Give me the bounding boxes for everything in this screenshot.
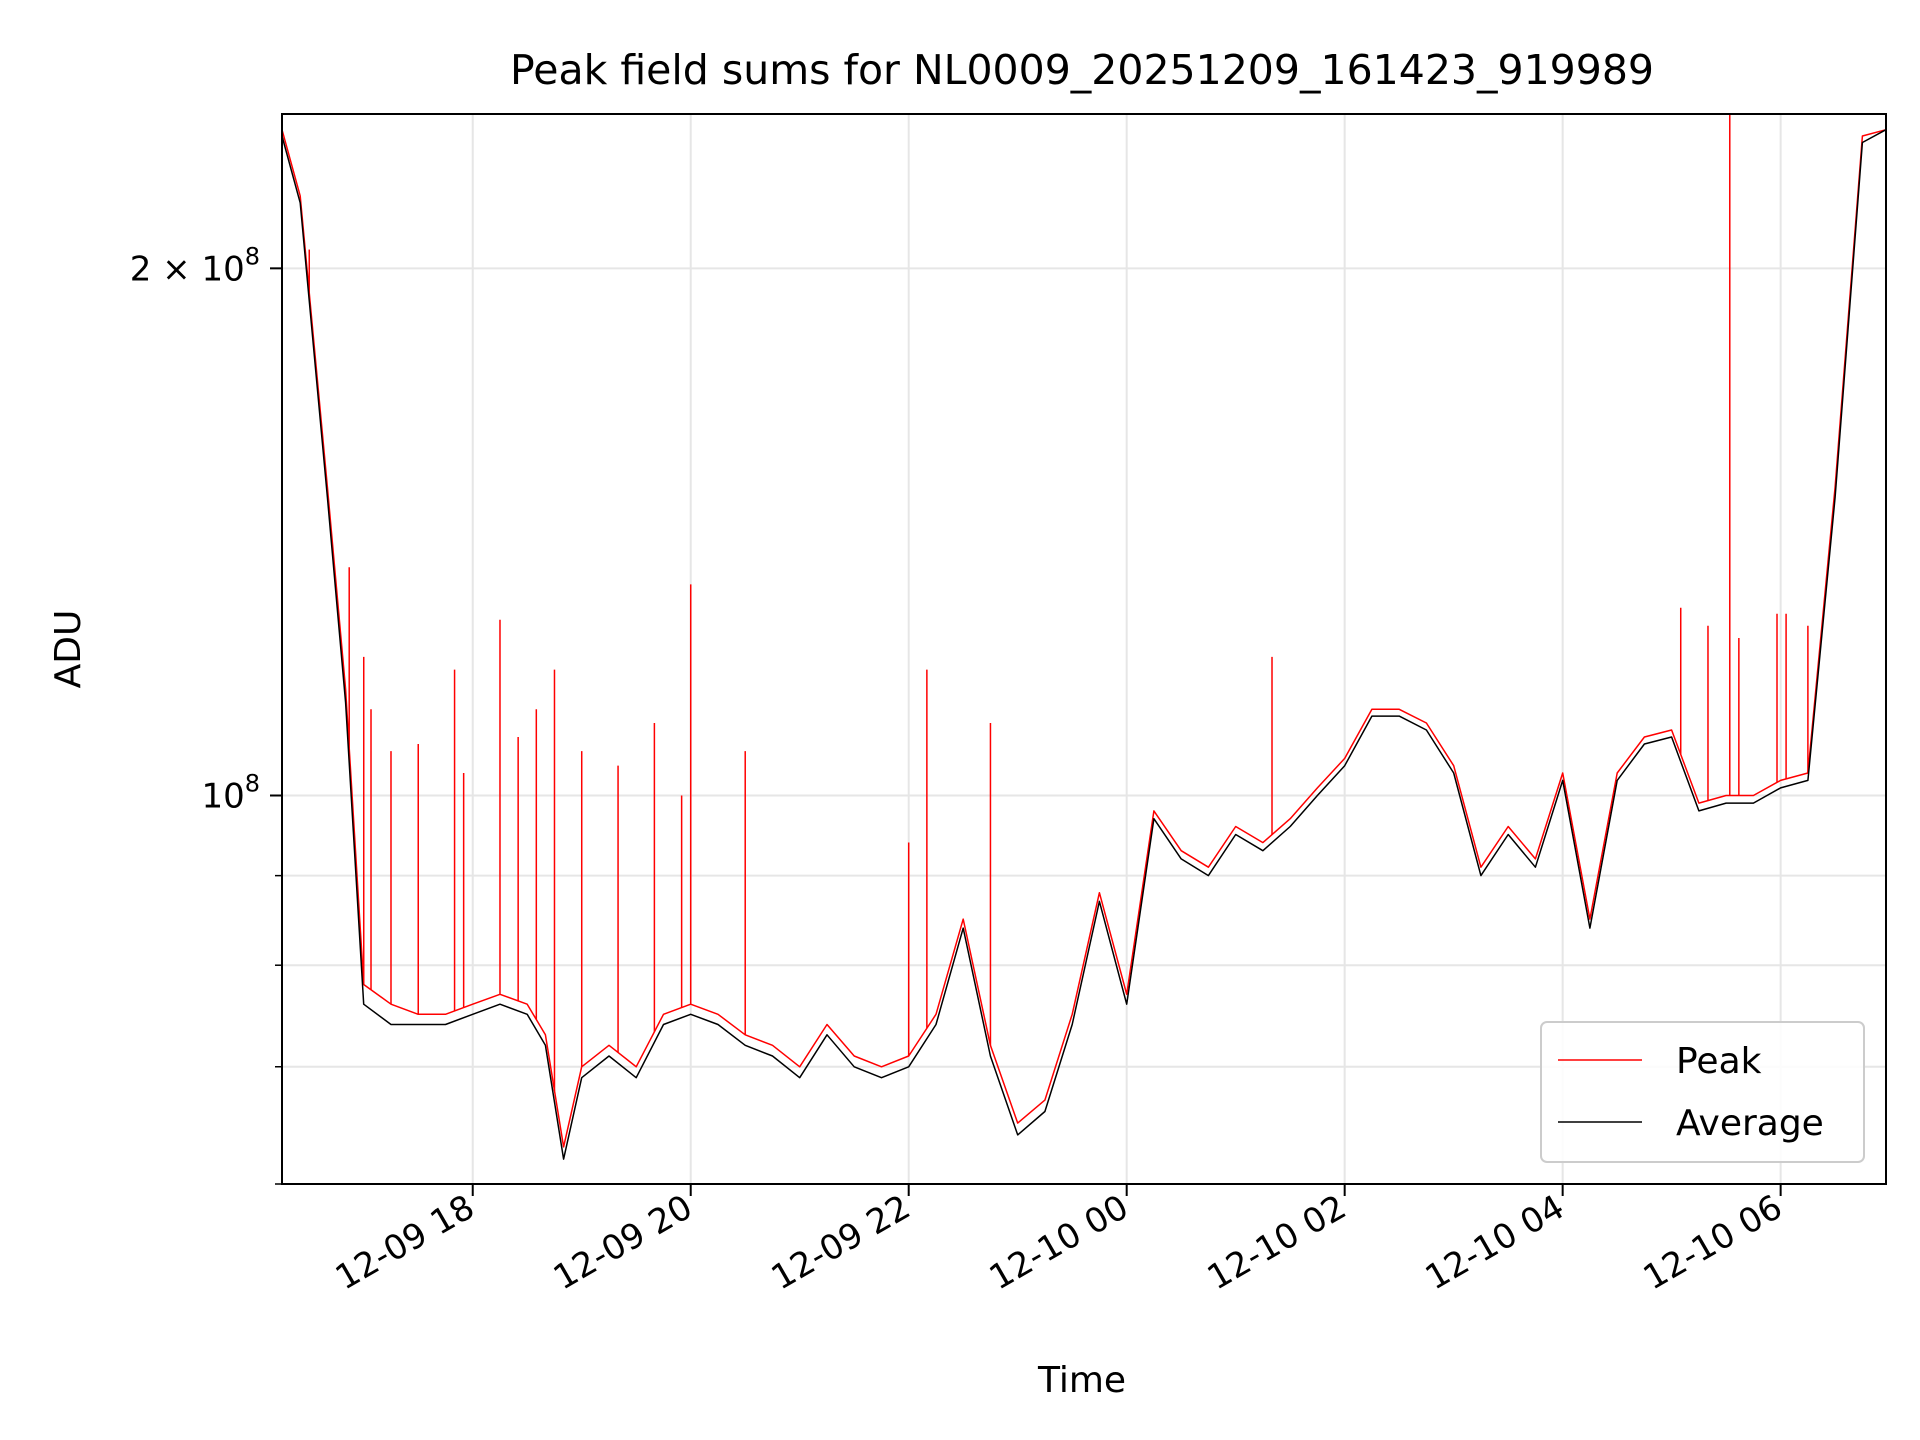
y-tick-label: 2 × 108 xyxy=(130,242,260,289)
grid xyxy=(282,114,1886,1185)
plot-frame xyxy=(281,113,1887,1185)
x-axis-label: Time xyxy=(1037,1360,1126,1401)
legend: Peak Average xyxy=(1540,1021,1865,1163)
y-tick-exponent: 8 xyxy=(245,770,260,798)
legend-label-average: Average xyxy=(1676,1103,1824,1144)
chart-title: Peak field sums for NL0009_20251209_1614… xyxy=(510,46,1654,94)
legend-box xyxy=(1540,1021,1865,1163)
series-line-average xyxy=(281,129,1887,1160)
y-tick-exponent: 8 xyxy=(245,242,260,270)
series-line-peak xyxy=(281,128,1887,1148)
y-tick-base: 10 xyxy=(201,777,244,817)
legend-label-peak: Peak xyxy=(1676,1041,1762,1082)
y-tick-base: 2 × 10 xyxy=(130,249,245,289)
series-layer xyxy=(281,114,1887,1160)
y-tick-label: 108 xyxy=(201,770,260,817)
y-axis-label: ADU xyxy=(48,610,89,689)
